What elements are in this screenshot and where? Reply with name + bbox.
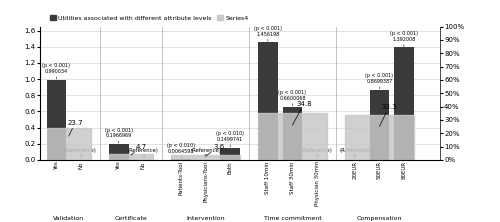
Text: (Reference)
0: (Reference) 0 (302, 148, 332, 159)
Bar (220, 148, 240, 160)
Text: (p < 0.010)
0.0064593: (p < 0.010) 0.0064593 (167, 143, 195, 159)
Bar (46, 80, 66, 160)
Text: Compensation: Compensation (356, 216, 402, 221)
Text: (Reference)
0: (Reference) 0 (66, 148, 96, 159)
Bar (171, 155, 240, 160)
Bar (258, 113, 327, 160)
Text: 34.8: 34.8 (292, 101, 312, 125)
Text: Time commitment: Time commitment (264, 216, 322, 221)
Bar (345, 115, 414, 160)
Text: Intervention: Intervention (186, 216, 225, 221)
Text: (p < 0.010)
0.1499741: (p < 0.010) 0.1499741 (216, 131, 244, 147)
Text: (p < 0.001)
0.8699387: (p < 0.001) 0.8699387 (366, 73, 394, 89)
Text: (p < 0.001)
1.392008: (p < 0.001) 1.392008 (390, 31, 418, 47)
Text: (Reference)
0: (Reference) 0 (340, 148, 370, 159)
Text: 3.6: 3.6 (206, 143, 225, 156)
Text: (Reference)
0: (Reference) 0 (128, 148, 158, 159)
Text: 23.7: 23.7 (68, 119, 83, 136)
Bar (109, 154, 153, 160)
Text: (p < 0.001)
0.990034: (p < 0.001) 0.990034 (42, 63, 70, 79)
Text: (Reference)
0: (Reference) 0 (190, 148, 221, 159)
Text: Validation: Validation (53, 216, 84, 221)
Bar (370, 90, 389, 160)
Text: Certificate: Certificate (114, 216, 148, 221)
Text: (p < 0.001)
0.6600068: (p < 0.001) 0.6600068 (278, 90, 306, 106)
Text: (p < 0.001)
1.456198: (p < 0.001) 1.456198 (254, 26, 282, 42)
Bar (282, 107, 302, 160)
Bar (394, 48, 414, 160)
Bar (258, 42, 278, 160)
Bar (46, 128, 91, 160)
Text: (p < 0.001)
0.1966969: (p < 0.001) 0.1966969 (104, 127, 132, 143)
Text: 4.7: 4.7 (131, 143, 146, 155)
Bar (109, 144, 128, 160)
Text: 33.3: 33.3 (380, 103, 397, 127)
Bar (171, 159, 191, 160)
Legend: Utilities associated with different attribute levels, Series4: Utilities associated with different attr… (47, 12, 252, 23)
